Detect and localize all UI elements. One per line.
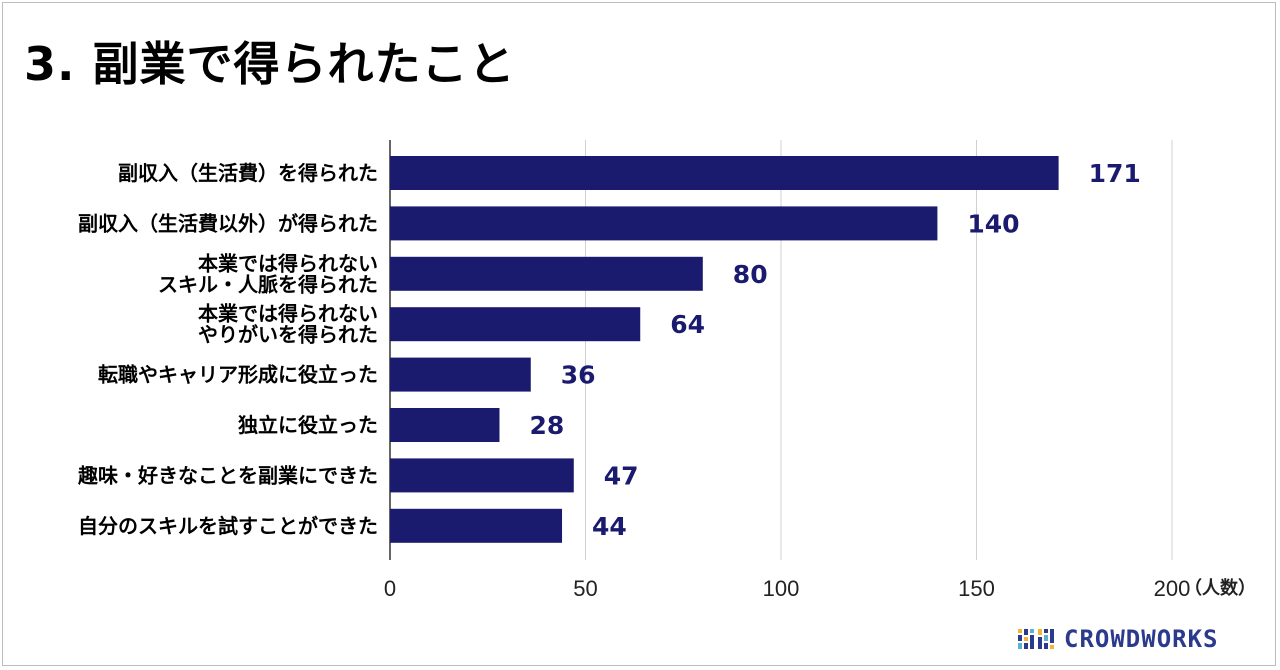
category-label-line: 本業では得られない xyxy=(198,251,378,275)
value-labels: 171 140 80 64 36 28 47 44 xyxy=(529,159,1140,541)
bar xyxy=(390,357,531,392)
category-label: 本業では得られないスキル・人脈を得られた xyxy=(158,251,378,296)
value-label: 36 xyxy=(561,361,596,390)
bar xyxy=(390,307,641,342)
category-label-line: 独立に役立った xyxy=(238,413,378,437)
category-label-line: スキル・人脈を得られた xyxy=(158,272,378,296)
category-label: 副収入（生活費以外）が得られた xyxy=(78,211,378,235)
category-label-line: 本業では得られない xyxy=(198,302,378,326)
value-label: 64 xyxy=(670,310,705,339)
category-label: 副収入（生活費）を得られた xyxy=(118,161,378,185)
category-label-line: 趣味・好きなことを副業にできた xyxy=(77,463,378,487)
grid-lines xyxy=(389,140,1173,560)
value-label: 44 xyxy=(592,512,627,541)
category-label: 転職やキャリア形成に役立った xyxy=(98,363,378,387)
category-label-line: 副収入（生活費以外）が得られた xyxy=(78,211,378,235)
crowdworks-logo: CROWDWORKS xyxy=(1018,624,1219,654)
crowdworks-logo-text: CROWDWORKS xyxy=(1064,625,1219,653)
x-tick-labels: 0 50 100 150 200 xyxy=(384,576,1190,601)
x-tick-label: 50 xyxy=(573,576,597,601)
bars xyxy=(390,156,1059,543)
x-tick-label: 200 xyxy=(1154,576,1191,601)
value-label: 171 xyxy=(1089,159,1141,188)
bar xyxy=(390,206,938,241)
bar xyxy=(390,508,563,543)
value-label: 80 xyxy=(733,260,768,289)
category-labels: 副収入（生活費）を得られた副収入（生活費以外）が得られた本業では得られないスキル… xyxy=(77,161,378,538)
value-label: 47 xyxy=(604,461,639,490)
category-label: 本業では得られないやりがいを得られた xyxy=(198,302,378,347)
bar xyxy=(390,458,574,493)
category-label: 趣味・好きなことを副業にできた xyxy=(77,463,378,487)
value-label: 28 xyxy=(529,411,564,440)
category-label-line: 自分のスキルを試すことができた xyxy=(78,514,378,538)
category-label-line: 転職やキャリア形成に役立った xyxy=(98,363,378,387)
bar xyxy=(390,256,703,291)
category-label: 自分のスキルを試すことができた xyxy=(78,514,378,538)
category-label-line: 副収入（生活費）を得られた xyxy=(118,161,378,185)
x-tick-label: 100 xyxy=(763,576,800,601)
x-tick-label: 150 xyxy=(958,576,995,601)
bar xyxy=(390,408,500,442)
value-label: 140 xyxy=(967,209,1019,238)
category-label-line: やりがいを得られた xyxy=(198,323,378,347)
category-label: 独立に役立った xyxy=(238,413,378,437)
x-tick-label: 0 xyxy=(384,576,396,601)
bar xyxy=(390,156,1059,190)
page-title: 3. 副業で得られたこと xyxy=(24,37,516,91)
x-axis-unit-label: （人数） xyxy=(1184,577,1256,599)
crowdworks-logo-mark-icon xyxy=(1018,629,1054,649)
